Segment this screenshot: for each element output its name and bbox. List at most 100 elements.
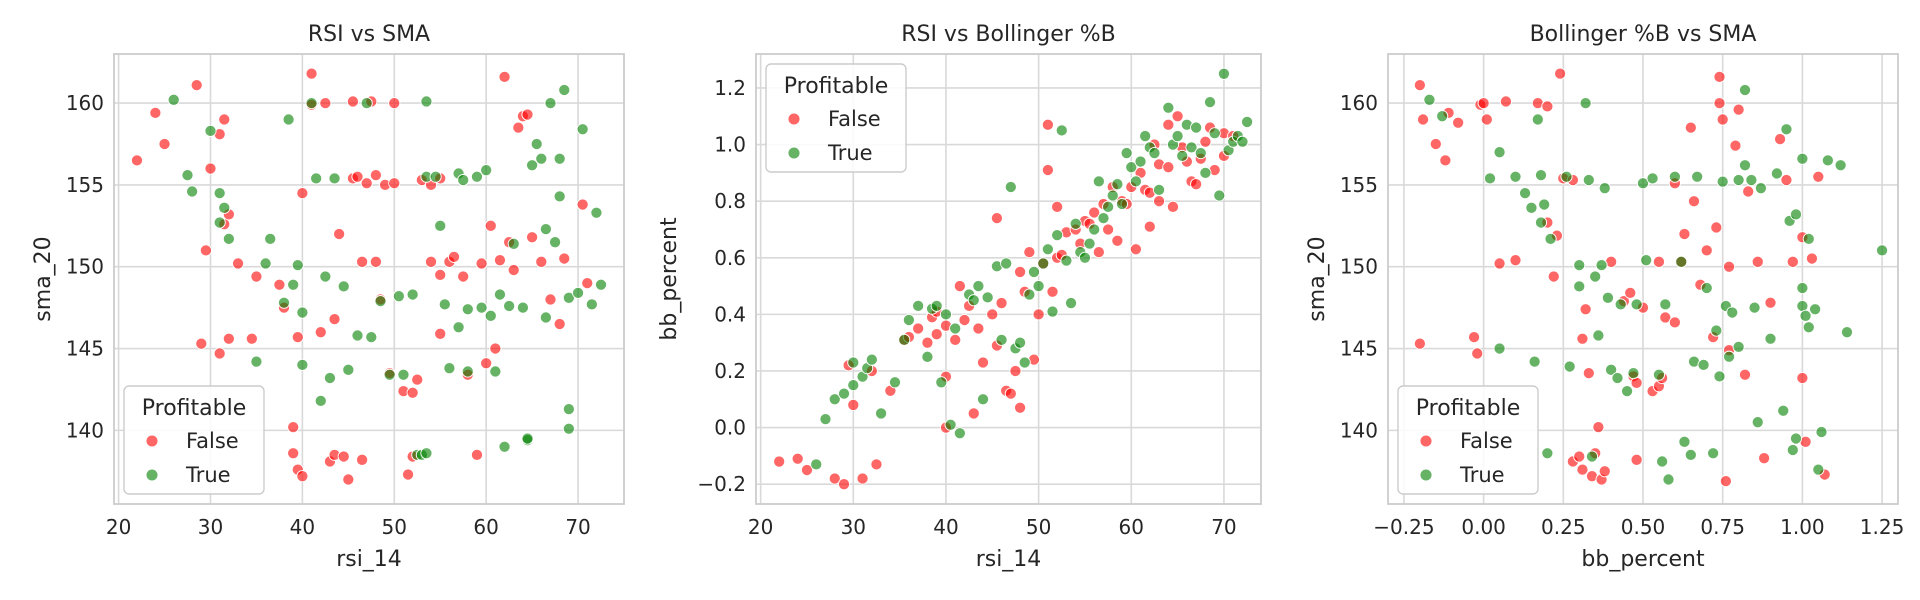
data-point-true <box>397 368 410 381</box>
legend-title: Profitable <box>142 396 246 421</box>
data-point-true <box>585 298 598 311</box>
data-point-false <box>1041 163 1054 177</box>
data-point-false <box>1102 223 1115 236</box>
legend: Profitable False True <box>1397 385 1539 495</box>
data-point-true <box>1078 251 1091 264</box>
data-point-true <box>1656 455 1669 468</box>
data-point-true <box>1821 154 1834 167</box>
data-point-true <box>1544 232 1557 245</box>
data-point-false <box>1092 246 1105 259</box>
x-axis-label: rsi_14 <box>976 547 1042 572</box>
data-point-true <box>484 309 497 322</box>
data-point-false <box>480 357 493 370</box>
x-tick-label: 30 <box>841 515 866 539</box>
data-point-false <box>273 278 286 291</box>
data-point-true <box>1627 367 1640 380</box>
data-point-false <box>1166 200 1180 213</box>
x-tick-label: 50 <box>1026 515 1051 539</box>
data-point-true <box>912 299 925 312</box>
data-point-true <box>1241 115 1254 128</box>
data-point-false <box>1541 100 1554 113</box>
legend-marker-true <box>145 468 159 482</box>
data-point-true <box>558 83 571 97</box>
data-point-true <box>1064 297 1078 310</box>
legend-label-false: False <box>828 107 881 131</box>
data-point-true <box>1534 169 1548 182</box>
data-point-false <box>204 162 217 175</box>
data-point-true <box>544 97 557 110</box>
chart-title: Bollinger %B vs SMA <box>1530 22 1757 47</box>
data-point-false <box>558 252 571 265</box>
data-point-true <box>480 164 493 177</box>
data-point-true <box>590 206 603 219</box>
plot-frame <box>1387 53 1899 505</box>
data-point-false <box>1046 285 1059 298</box>
data-point-false <box>1687 195 1701 208</box>
data-point-true <box>1000 257 1013 270</box>
plot-frame <box>755 53 1262 505</box>
data-point-false <box>1780 173 1793 187</box>
data-point-false <box>791 452 804 465</box>
data-point-false <box>369 169 382 182</box>
legend-box <box>1397 385 1539 495</box>
data-point-false <box>195 337 208 350</box>
plot-frame <box>113 53 625 505</box>
data-point-false <box>356 255 369 268</box>
data-point-false <box>1668 316 1681 329</box>
data-point-false <box>995 297 1008 310</box>
data-point-true <box>888 376 902 389</box>
data-point-false <box>1598 465 1611 478</box>
data-point-true <box>1802 232 1815 245</box>
data-point-false <box>1199 135 1212 148</box>
data-point-true <box>837 387 851 400</box>
data-point-true <box>1630 298 1643 311</box>
data-point-false <box>1439 154 1452 167</box>
data-point-true <box>406 288 419 301</box>
y-axis-label: bb_percent <box>657 217 682 341</box>
legend-box <box>123 385 265 495</box>
data-point-false <box>1723 260 1736 273</box>
data-point-false <box>521 108 534 121</box>
data-point-true <box>277 296 291 309</box>
data-point-true <box>1102 200 1115 213</box>
data-point-true <box>1614 298 1627 311</box>
data-point-true <box>921 350 934 363</box>
data-point-false <box>232 257 245 270</box>
data-point-true <box>420 447 433 460</box>
data-point-true <box>1582 173 1595 187</box>
data-point-true <box>213 187 226 200</box>
data-point-false <box>296 187 309 200</box>
data-point-false <box>245 332 258 345</box>
data-point-true <box>995 333 1008 346</box>
data-point-false <box>1786 255 1799 268</box>
y-tick-label: 1.2 <box>714 76 746 100</box>
data-point-false <box>1796 371 1809 385</box>
data-point-true <box>847 356 860 369</box>
data-point-true <box>1738 159 1752 172</box>
data-point-true <box>1589 270 1602 283</box>
data-point-false <box>1153 195 1166 208</box>
data-point-false <box>1579 303 1592 316</box>
data-point-false <box>1171 110 1184 123</box>
data-point-false <box>1592 421 1605 434</box>
data-point-true <box>972 280 985 293</box>
data-point-true <box>218 201 231 214</box>
data-point-false <box>1738 368 1752 381</box>
data-point-false <box>1032 308 1045 321</box>
data-point-true <box>434 219 447 232</box>
data-point-false <box>1630 453 1643 466</box>
data-point-true <box>1236 135 1249 148</box>
data-point-true <box>507 237 520 250</box>
data-point-true <box>1106 189 1119 202</box>
chart-title: RSI vs Bollinger %B <box>901 22 1116 47</box>
data-point-true <box>1027 265 1041 278</box>
data-point-true <box>1563 360 1576 373</box>
data-point-true <box>1483 172 1497 185</box>
data-point-true <box>1573 280 1586 293</box>
data-point-true <box>1171 130 1184 143</box>
y-tick-label: 0.4 <box>714 302 746 326</box>
data-point-true <box>1646 172 1659 185</box>
data-point-false <box>507 263 520 277</box>
data-point-true <box>222 232 235 245</box>
data-point-true <box>1598 182 1611 195</box>
